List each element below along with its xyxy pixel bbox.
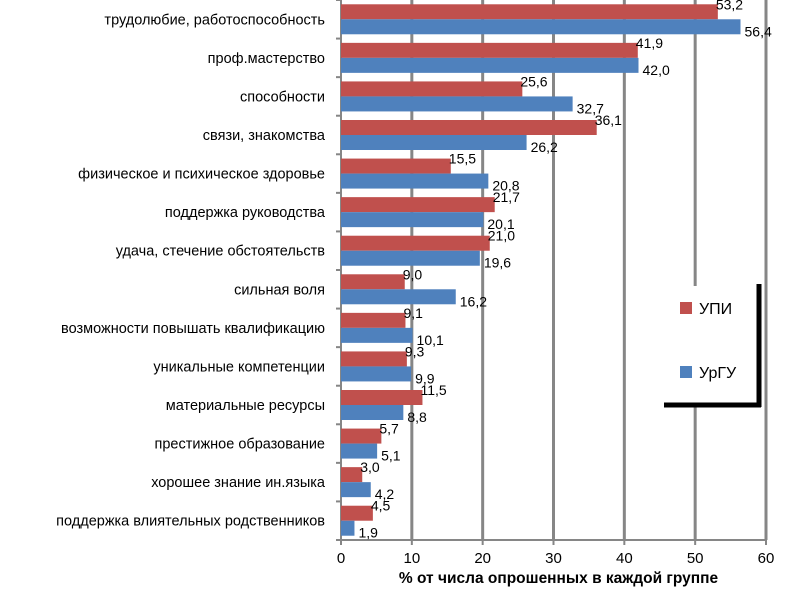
bar-urgu bbox=[341, 482, 371, 498]
data-label: 36,1 bbox=[595, 112, 622, 128]
data-label: 3,0 bbox=[360, 459, 380, 475]
bar-urgu bbox=[341, 366, 412, 382]
data-label: 20,8 bbox=[492, 178, 519, 194]
data-label: 10,1 bbox=[417, 332, 444, 348]
data-label: 11,5 bbox=[420, 382, 446, 398]
bar-upi bbox=[341, 351, 407, 367]
x-tick-label: 50 bbox=[687, 550, 704, 567]
bar-urgu bbox=[341, 289, 456, 305]
data-label: 53,2 bbox=[716, 0, 743, 12]
legend-label: УрГУ bbox=[699, 365, 737, 382]
data-label: 56,4 bbox=[745, 23, 772, 39]
data-label: 4,5 bbox=[371, 498, 391, 514]
data-label: 9,0 bbox=[403, 266, 423, 282]
data-label: 8,8 bbox=[407, 409, 427, 425]
data-label: 32,7 bbox=[577, 100, 604, 116]
data-label: 9,9 bbox=[415, 370, 435, 386]
data-label: 21,0 bbox=[488, 228, 515, 244]
bar-urgu bbox=[341, 405, 404, 420]
data-label: 19,6 bbox=[484, 255, 511, 271]
category-label: физическое и психическое здоровье bbox=[78, 167, 325, 183]
category-label: поддержка руководства bbox=[165, 205, 326, 221]
x-tick-label: 60 bbox=[758, 550, 775, 567]
category-label: трудолюбие, работоспособность bbox=[104, 12, 325, 28]
category-label: проф.мастерство bbox=[208, 51, 325, 67]
bar-upi bbox=[341, 4, 718, 20]
bar-upi bbox=[341, 505, 373, 521]
category-label: возможности повышать квалификацию bbox=[61, 321, 325, 337]
category-label: материальные ресурсы bbox=[166, 398, 325, 414]
bar-upi bbox=[341, 235, 490, 251]
data-label: 5,7 bbox=[379, 421, 399, 437]
x-tick-label: 10 bbox=[403, 550, 420, 567]
bar-urgu bbox=[341, 135, 527, 150]
bar-upi bbox=[341, 81, 523, 97]
category-label: удача, стечение обстоятельств bbox=[116, 244, 326, 260]
data-label: 4,2 bbox=[375, 486, 395, 502]
data-label: 5,1 bbox=[381, 448, 401, 464]
bar-upi bbox=[341, 467, 363, 483]
bar-upi bbox=[341, 120, 597, 135]
bar-urgu bbox=[341, 250, 480, 266]
bar-urgu bbox=[341, 212, 484, 228]
category-label: способности bbox=[240, 89, 325, 105]
data-label: 21,7 bbox=[493, 189, 520, 205]
category-label: уникальные компетенции bbox=[153, 359, 325, 375]
legend-swatch bbox=[680, 366, 692, 378]
bar-upi bbox=[341, 158, 451, 174]
data-label: 25,6 bbox=[520, 73, 547, 89]
category-label: поддержка влиятельных родственников bbox=[56, 514, 325, 530]
x-axis-title: % от числа опрошенных в каждой группе bbox=[399, 570, 719, 587]
bar-urgu bbox=[341, 57, 639, 73]
data-label: 15,5 bbox=[449, 151, 476, 167]
bar-upi bbox=[341, 197, 495, 213]
category-label: сильная воля bbox=[234, 282, 325, 298]
bar-urgu bbox=[341, 327, 413, 343]
bar-upi bbox=[341, 274, 405, 290]
data-label: 42,0 bbox=[643, 62, 670, 78]
bar-urgu bbox=[341, 96, 573, 112]
legend-label: УПИ bbox=[699, 301, 732, 318]
data-label: 41,9 bbox=[636, 35, 663, 51]
legend-swatch bbox=[680, 302, 692, 314]
bar-upi bbox=[341, 312, 406, 328]
bar-urgu bbox=[341, 520, 355, 536]
bar-upi bbox=[341, 42, 638, 58]
category-label: связи, знакомства bbox=[203, 128, 326, 144]
x-tick-label: 20 bbox=[474, 550, 491, 567]
data-label: 1,9 bbox=[358, 525, 378, 541]
bar-urgu bbox=[341, 19, 741, 35]
category-label: хорошее знание ин.языка bbox=[151, 475, 326, 491]
x-tick-label: 40 bbox=[616, 550, 633, 567]
data-label: 26,2 bbox=[531, 139, 558, 155]
bar-upi bbox=[341, 428, 382, 444]
bar-urgu bbox=[341, 173, 489, 189]
data-label: 20,1 bbox=[487, 216, 514, 232]
bar-urgu bbox=[341, 443, 378, 459]
x-tick-label: 0 bbox=[337, 550, 345, 567]
data-label: 9,1 bbox=[403, 305, 423, 321]
x-tick-label: 30 bbox=[545, 550, 562, 567]
data-label: 9,3 bbox=[405, 343, 425, 359]
bar-upi bbox=[341, 390, 423, 405]
category-label: престижное образование bbox=[155, 437, 326, 453]
data-label: 16,2 bbox=[460, 293, 487, 309]
